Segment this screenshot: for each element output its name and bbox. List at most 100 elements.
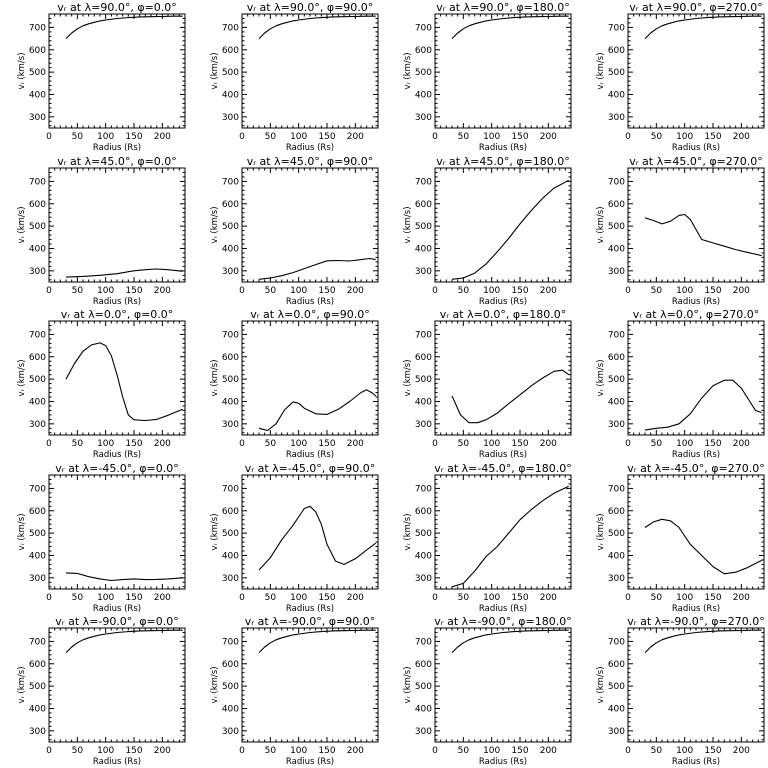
x-axis-label: Radius (Rs) (286, 297, 334, 307)
series-line (644, 629, 762, 653)
y-tick-label: 700 (415, 330, 432, 340)
plot-frame (627, 13, 765, 129)
x-tick-label: 50 (651, 132, 663, 142)
x-tick-label: 150 (125, 746, 142, 756)
plot-frame (241, 474, 379, 590)
panel-title: vᵣ at λ=0.0°, φ=180.0° (440, 308, 567, 321)
x-tick-label: 150 (318, 439, 335, 449)
y-tick-label: 300 (608, 113, 625, 123)
x-tick-label: 100 (97, 132, 114, 142)
x-tick-label: 100 (97, 439, 114, 449)
x-tick-label: 0 (625, 593, 631, 603)
y-tick-label: 500 (222, 529, 239, 539)
y-tick-label: 500 (222, 682, 239, 692)
y-tick-label: 600 (608, 507, 625, 517)
panel-title: vᵣ at λ=0.0°, φ=90.0° (250, 308, 370, 321)
y-axis-label: vᵣ (km/s) (210, 513, 220, 550)
x-tick-label: 150 (125, 286, 142, 296)
x-axis-label: Radius (Rs) (479, 450, 527, 460)
x-tick-label: 0 (432, 132, 438, 142)
x-tick-label: 0 (625, 746, 631, 756)
y-tick-label: 300 (222, 267, 239, 277)
x-tick-label: 200 (347, 746, 364, 756)
y-tick-label: 300 (415, 574, 432, 584)
y-tick-label: 400 (415, 244, 432, 254)
y-tick-label: 300 (415, 113, 432, 123)
x-tick-label: 0 (239, 286, 245, 296)
y-tick-label: 600 (608, 353, 625, 363)
x-tick-label: 200 (154, 746, 171, 756)
y-tick-label: 500 (29, 529, 46, 539)
x-tick-label: 50 (651, 439, 663, 449)
x-axis-label: Radius (Rs) (93, 143, 141, 153)
y-tick-label: 300 (608, 727, 625, 737)
y-tick-label: 500 (608, 68, 625, 78)
plot-frame (434, 320, 572, 436)
y-axis-label: vᵣ (km/s) (210, 359, 220, 396)
panel-title: vᵣ at λ=-45.0°, φ=90.0° (245, 462, 376, 475)
y-tick-label: 400 (29, 90, 46, 100)
y-tick-label: 500 (222, 68, 239, 78)
x-tick-label: 100 (97, 593, 114, 603)
y-tick-label: 700 (608, 330, 625, 340)
plot-frame (434, 13, 572, 129)
series-line (258, 15, 376, 39)
y-tick-label: 600 (29, 353, 46, 363)
y-tick-label: 700 (29, 484, 46, 494)
series-line (451, 15, 569, 39)
x-tick-label: 150 (318, 746, 335, 756)
x-axis-label: Radius (Rs) (672, 450, 720, 460)
x-tick-label: 0 (239, 132, 245, 142)
x-tick-label: 200 (540, 593, 557, 603)
panel-3: vᵣ at λ=90.0°, φ=270.0° 0 50 100 150 200 300 40… (596, 1, 765, 153)
y-tick-label: 300 (415, 267, 432, 277)
y-tick-label: 400 (608, 397, 625, 407)
x-tick-label: 150 (511, 746, 528, 756)
y-tick-label: 500 (415, 222, 432, 232)
series-line (644, 213, 762, 257)
y-tick-label: 400 (222, 397, 239, 407)
y-tick-label: 700 (608, 23, 625, 33)
x-tick-label: 50 (651, 593, 663, 603)
y-tick-label: 600 (608, 46, 625, 56)
y-tick-label: 600 (29, 507, 46, 517)
plot-frame (434, 167, 572, 283)
panel-title: vᵣ at λ=90.0°, φ=180.0° (436, 1, 570, 14)
y-tick-label: 700 (29, 330, 46, 340)
y-axis-label: vᵣ (km/s) (596, 513, 606, 550)
x-axis-label: Radius (Rs) (286, 450, 334, 460)
x-axis-label: Radius (Rs) (479, 757, 527, 767)
y-tick-label: 400 (608, 90, 625, 100)
x-axis-label: Radius (Rs) (286, 604, 334, 614)
x-tick-label: 50 (458, 593, 470, 603)
y-tick-label: 300 (222, 113, 239, 123)
x-tick-label: 100 (483, 286, 500, 296)
x-tick-label: 200 (540, 286, 557, 296)
panel-8: vᵣ at λ=0.0°, φ=0.0° 0 50 100 150 200 300 400 50… (17, 308, 186, 460)
y-tick-label: 500 (29, 682, 46, 692)
x-axis-label: Radius (Rs) (286, 143, 334, 153)
y-tick-label: 400 (29, 704, 46, 714)
plot-frame (627, 627, 765, 743)
y-tick-label: 300 (222, 420, 239, 430)
panel-16: vᵣ at λ=-90.0°, φ=0.0° 0 50 100 150 200 300 400… (17, 615, 186, 767)
x-axis-label: Radius (Rs) (93, 604, 141, 614)
x-tick-label: 200 (347, 286, 364, 296)
x-tick-label: 0 (625, 439, 631, 449)
x-tick-label: 150 (704, 593, 721, 603)
x-tick-label: 150 (318, 593, 335, 603)
x-axis-label: Radius (Rs) (672, 297, 720, 307)
series-line (258, 257, 376, 280)
y-tick-label: 600 (415, 200, 432, 210)
x-tick-label: 100 (483, 439, 500, 449)
x-tick-label: 200 (540, 439, 557, 449)
y-tick-label: 600 (608, 200, 625, 210)
x-tick-label: 100 (290, 132, 307, 142)
y-tick-label: 400 (608, 551, 625, 561)
y-tick-label: 400 (608, 704, 625, 714)
y-tick-label: 300 (608, 574, 625, 584)
series-line (258, 629, 376, 653)
panel-6: vᵣ at λ=45.0°, φ=180.0° 0 50 100 150 200 300 40… (403, 155, 572, 307)
series-line (65, 342, 183, 422)
panel-title: vᵣ at λ=45.0°, φ=90.0° (247, 155, 374, 168)
